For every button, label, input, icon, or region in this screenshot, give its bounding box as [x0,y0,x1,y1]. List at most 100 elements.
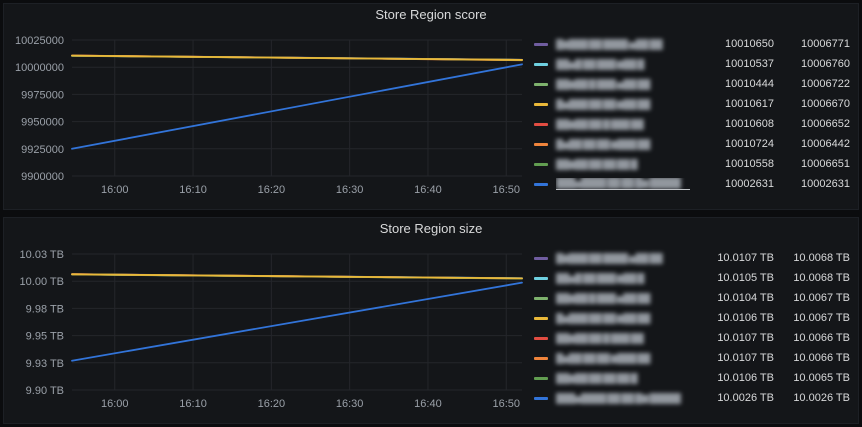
series-name-redacted[interactable]: ███▅████ ██ ██ █▆ █████ [556,178,690,190]
svg-text:10.03 TB: 10.03 TB [20,249,64,261]
legend-row[interactable]: ██▆██ ██ ██ ██ █ 10.0106 TB 10.0065 TB [534,368,850,388]
legend-row[interactable]: █▅███ ██ ██ ▆██ ██ 10010617 10006670 [534,94,850,114]
series-name-redacted[interactable]: ██▆██ █ ███ ▅██ ██ [556,78,651,90]
svg-text:10000000: 10000000 [15,62,64,74]
series-name-redacted[interactable]: ██▆██ ██ █ ███ ██ [556,332,644,344]
legend-value-col2: 10006651 [801,158,850,170]
series-name-redacted[interactable]: ██▆██ ██ █ ███ ██ [556,118,644,130]
series-color-dash-icon[interactable] [534,162,548,166]
legend-value-col1: 10010558 [725,158,774,170]
chart-area-score: 10025000 10000000 9975000 9950000 9925000 990… [8,26,530,209]
series-color-dash-icon[interactable] [534,62,548,66]
legend-value-col1: 10010724 [725,138,774,150]
legend-value-col2: 10.0026 TB [793,392,850,404]
legend-row[interactable]: █▅██ ██ ██ ▆███ ██ 10010724 10006442 [534,134,850,154]
svg-text:10.00 TB: 10.00 TB [20,276,64,288]
legend-row[interactable]: ███▅████ ██ ██ █▆ █████ 10.0026 TB 10.0026… [534,388,850,408]
series-color-dash-icon[interactable] [534,396,548,400]
series-name-redacted[interactable]: ██▆██ ██ ██ ██ █ [556,372,638,384]
series-color-dash-icon[interactable] [534,256,548,260]
legend-row[interactable]: ██▆██ ██ █ ███ ██ 10010608 10006652 [534,114,850,134]
series-color-dash-icon[interactable] [534,276,548,280]
series-color-dash-icon[interactable] [534,376,548,380]
series-name-redacted[interactable]: █▅███ ██ ██ ▆██ ██ [556,312,651,324]
legend-value-col2: 10.0065 TB [793,372,850,384]
series-name-redacted[interactable]: █▅██ ██ ██ ▆███ ██ [556,352,651,364]
series-color-dash-icon[interactable] [534,82,548,86]
svg-text:16:50: 16:50 [492,398,520,410]
panel-title-size[interactable]: Store Region size [379,221,483,236]
series-color-dash-icon[interactable] [534,142,548,146]
legend-row[interactable]: ███▅████ ██ ██ █▆ █████ 10002631 10002631 [534,174,850,194]
legend-row[interactable]: █▆███ ██ ████ ▅██ ██ 10010650 10006771 [534,34,850,54]
timeseries-chart-score[interactable]: 10025000 10000000 9975000 9950000 9925000 990… [8,26,530,208]
legend-value-col2: 10.0066 TB [793,332,850,344]
series-color-dash-icon[interactable] [534,296,548,300]
series-color-dash-icon[interactable] [534,102,548,106]
series-name-redacted[interactable]: ██▅█ ██ ███ ▆██ █ [556,58,644,70]
series-name-redacted[interactable]: ███▅████ ██ ██ █▆ █████ [556,392,681,404]
legend-value-col1: 10.0107 TB [717,332,774,344]
svg-text:16:30: 16:30 [336,398,364,410]
legend-value-col2: 10006760 [801,58,850,70]
legend-0: █▆███ ██ ████ ▅██ ██ 10010650 10006771 ██▅█… [530,26,858,209]
series-name-redacted[interactable]: ██▆██ █ ███ ▅██ ██ [556,292,651,304]
legend-value-col2: 10.0067 TB [793,312,850,324]
legend-row[interactable]: ██▆██ ██ █ ███ ██ 10.0107 TB 10.0066 TB [534,328,850,348]
svg-text:9950000: 9950000 [21,117,64,129]
legend-value-col1: 10.0104 TB [717,292,774,304]
legend-value-col1: 10010650 [725,38,774,50]
legend-value-col1: 10.0105 TB [717,272,774,284]
series-color-dash-icon[interactable] [534,182,548,186]
legend-value-col1: 10010444 [725,78,774,90]
svg-text:16:10: 16:10 [179,184,207,196]
legend-row[interactable]: █▅███ ██ ██ ▆██ ██ 10.0106 TB 10.0067 TB [534,308,850,328]
series-color-dash-icon[interactable] [534,42,548,46]
svg-text:9.95 TB: 9.95 TB [26,331,64,343]
svg-text:9900000: 9900000 [21,171,64,183]
legend-value-col1: 10.0107 TB [717,252,774,264]
series-name-redacted[interactable]: █▅██ ██ ██ ▆███ ██ [556,138,651,150]
series-name-redacted[interactable]: ██▆██ ██ ██ ██ █ [556,158,638,170]
legend-row[interactable]: ██▆██ █ ███ ▅██ ██ 10.0104 TB 10.0067 TB [534,288,850,308]
legend-value-col1: 10002631 [725,178,774,190]
chart-area-size: 10.03 TB 10.00 TB 9.98 TB 9.95 TB 9.93 TB 9.9… [8,240,530,423]
series-name-redacted[interactable]: █▆███ ██ ████ ▅██ ██ [556,38,663,50]
legend-row[interactable]: █▅██ ██ ██ ▆███ ██ 10.0107 TB 10.0066 TB [534,348,850,368]
series-color-dash-icon[interactable] [534,336,548,340]
svg-text:16:50: 16:50 [492,184,520,196]
series-color-dash-icon[interactable] [534,356,548,360]
svg-text:16:10: 16:10 [179,398,207,410]
legend-row[interactable]: ██▅█ ██ ███ ▆██ █ 10.0105 TB 10.0068 TB [534,268,850,288]
legend-1: █▆███ ██ ████ ▅██ ██ 10.0107 TB 10.0068 TB… [530,240,858,423]
legend-value-col1: 10010608 [725,118,774,130]
legend-value-col2: 10.0068 TB [793,272,850,284]
series-color-dash-icon[interactable] [534,122,548,126]
svg-text:9925000: 9925000 [21,144,64,156]
series-name-redacted[interactable]: █▅███ ██ ██ ▆██ ██ [556,98,651,110]
svg-text:9.90 TB: 9.90 TB [26,385,64,397]
legend-value-col2: 10006442 [801,138,850,150]
legend-value-col2: 10.0066 TB [793,352,850,364]
legend-value-col2: 10.0068 TB [793,252,850,264]
legend-value-col2: 10006722 [801,78,850,90]
legend-row[interactable]: ██▅█ ██ ███ ▆██ █ 10010537 10006760 [534,54,850,74]
legend-value-col2: 10006771 [801,38,850,50]
legend-value-col2: 10002631 [801,178,850,190]
series-color-dash-icon[interactable] [534,316,548,320]
svg-text:16:00: 16:00 [101,398,129,410]
svg-text:10025000: 10025000 [15,35,64,47]
timeseries-chart-size[interactable]: 10.03 TB 10.00 TB 9.98 TB 9.95 TB 9.93 TB 9.9… [8,240,530,422]
svg-text:16:00: 16:00 [101,184,129,196]
panel-body: 10025000 10000000 9975000 9950000 9925000 990… [4,26,858,209]
legend-value-col2: 10.0067 TB [793,292,850,304]
panel-title-score[interactable]: Store Region score [375,7,487,22]
legend-row[interactable]: ██▆██ █ ███ ▅██ ██ 10010444 10006722 [534,74,850,94]
legend-row[interactable]: █▆███ ██ ████ ▅██ ██ 10.0107 TB 10.0068 TB [534,248,850,268]
series-name-redacted[interactable]: ██▅█ ██ ███ ▆██ █ [556,272,644,284]
svg-text:16:40: 16:40 [414,398,442,410]
series-name-redacted[interactable]: █▆███ ██ ████ ▅██ ██ [556,252,663,264]
legend-row[interactable]: ██▆██ ██ ██ ██ █ 10010558 10006651 [534,154,850,174]
svg-text:16:30: 16:30 [336,184,364,196]
